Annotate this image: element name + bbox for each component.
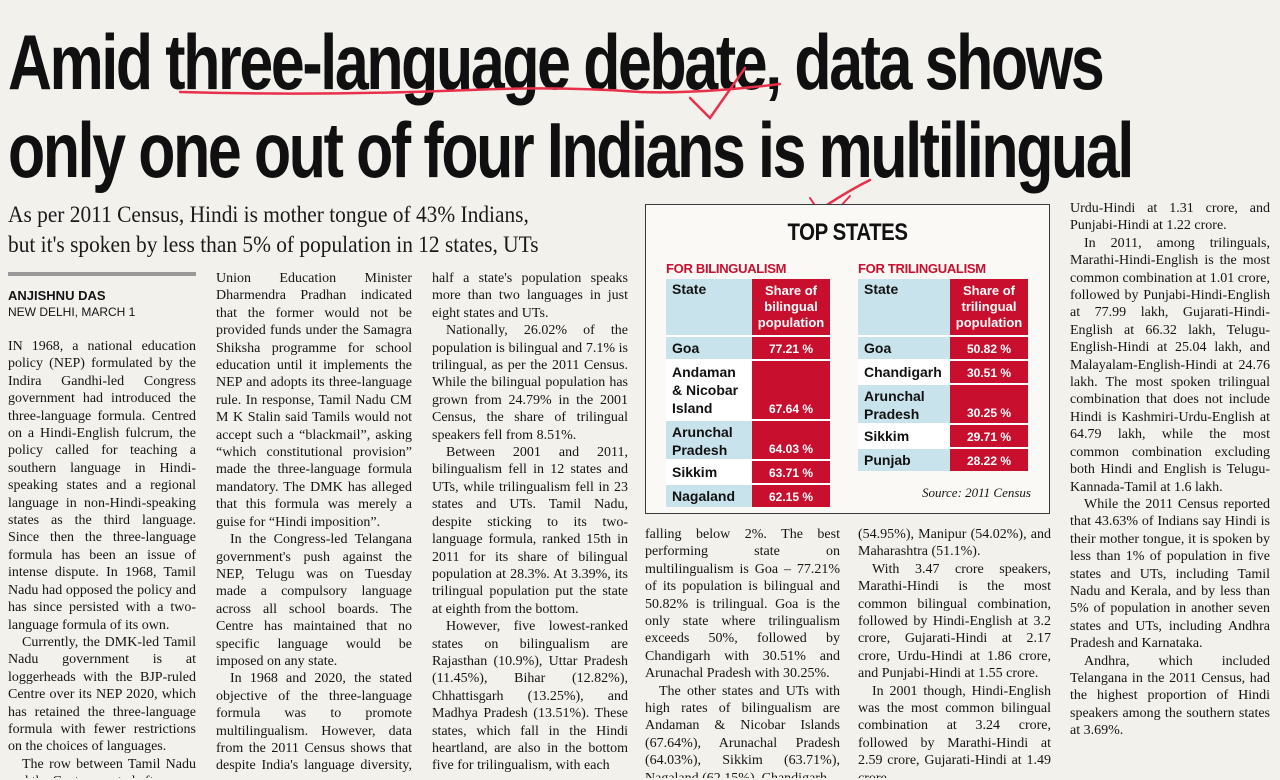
- top-states-infobox: TOP STATES FOR BILINGUALISM State Share …: [645, 204, 1050, 514]
- state-name: Sikkim: [858, 425, 950, 447]
- table-row: Punjab 28.22 %: [858, 447, 1028, 471]
- share-value: 64.03 %: [752, 421, 830, 459]
- paragraph: Union Education Minister Dharmendra Prad…: [216, 271, 412, 530]
- paragraph: Urdu-Hindi at 1.31 crore, and Punjabi-Hi…: [1070, 201, 1270, 234]
- byline: ANJISHNU DAS: [8, 288, 106, 303]
- trilingual-col-state: State: [858, 279, 950, 335]
- table-row: Chandigarh 30.51 %: [858, 359, 1028, 383]
- bilingual-col-state: State: [666, 279, 752, 335]
- share-value: 29.71 %: [950, 425, 1028, 447]
- paragraph: However, five lowest-ranked states on bi…: [432, 619, 628, 774]
- paragraph: Currently, the DMK-led Tamil Nadu govern…: [8, 634, 196, 755]
- trilingual-table: State Share of trilingual population Goa…: [858, 279, 1028, 471]
- paragraph: Andhra, which included Telangana in the …: [1070, 653, 1270, 739]
- paragraph: In 2001 though, Hindi-English was the mo…: [858, 683, 1051, 778]
- state-name: Arunchal Pradesh: [666, 421, 752, 459]
- paragraph: The other states and UTs with high rates…: [645, 683, 840, 778]
- table-row: Sikkim 63.71 %: [666, 459, 830, 483]
- paragraph: (54.95%), Manipur (54.02%), and Maharash…: [858, 527, 1051, 560]
- share-value: 67.64 %: [752, 361, 830, 419]
- article-column-6: Urdu-Hindi at 1.31 crore, and Punjabi-Hi…: [1070, 200, 1270, 778]
- infobox-title: TOP STATES: [787, 219, 908, 246]
- paragraph: In the Congress-led Telangana government…: [216, 532, 412, 669]
- state-name: Chandigarh: [858, 361, 950, 383]
- infobox-source: Source: 2011 Census: [921, 485, 1031, 500]
- state-name: Arunchal Pradesh: [858, 385, 950, 423]
- paragraph: Between 2001 and 2011, bilingualism fell…: [432, 445, 628, 617]
- article-column-5: (54.95%), Manipur (54.02%), and Maharash…: [858, 526, 1051, 778]
- state-name: Nagaland: [666, 485, 752, 507]
- article-column-3: half a state's population speaks more th…: [432, 270, 628, 778]
- state-name: Goa: [858, 337, 950, 359]
- paragraph: half a state's population speaks more th…: [432, 271, 628, 321]
- headline-line-1: Amid three-language debate, data shows: [8, 18, 1105, 106]
- share-value: 63.71 %: [752, 461, 830, 483]
- share-value: 28.22 %: [950, 449, 1028, 471]
- trilingual-col-share: Share of trilingual population: [950, 279, 1028, 335]
- state-name: Punjab: [858, 449, 950, 471]
- article-column-1: IN 1968, a national education policy (NE…: [8, 338, 196, 778]
- paragraph: While the 2011 Census reported that 43.6…: [1070, 496, 1270, 652]
- table-row: Arunchal Pradesh 64.03 %: [666, 419, 830, 459]
- table-row: Sikkim 29.71 %: [858, 423, 1028, 447]
- bilingual-heading: FOR BILINGUALISM: [666, 261, 787, 276]
- article-column-4: falling below 2%. The best performing st…: [645, 526, 840, 778]
- byline-rule: [8, 272, 196, 276]
- state-name: Goa: [666, 337, 752, 359]
- table-row: Andaman & Nicobar Island 67.64 %: [666, 359, 830, 419]
- paragraph: In 2011, among trilinguals, Marathi-Hind…: [1070, 235, 1270, 495]
- share-value: 30.25 %: [950, 385, 1028, 423]
- deck: As per 2011 Census, Hindi is mother tong…: [8, 200, 585, 260]
- state-name: Sikkim: [666, 461, 752, 483]
- table-row: Nagaland 62.15 %: [666, 483, 830, 507]
- article-column-2: Union Education Minister Dharmendra Prad…: [216, 270, 412, 778]
- deck-line-1: As per 2011 Census, Hindi is mother tong…: [8, 202, 529, 227]
- table-row: Goa 77.21 %: [666, 335, 830, 359]
- paragraph: Nationally, 26.02% of the population is …: [432, 323, 628, 443]
- paragraph: The row between Tamil Nadu and the Centr…: [8, 756, 196, 778]
- headline-line-2: only one out of four Indians is multilin…: [8, 106, 1134, 194]
- deck-line-2: but it's spoken by less than 5% of popul…: [8, 232, 539, 257]
- share-value: 30.51 %: [950, 361, 1028, 383]
- table-row: Goa 50.82 %: [858, 335, 1028, 359]
- bilingual-table: State Share of bilingual population Goa 7…: [666, 279, 830, 507]
- dateline: NEW DELHI, MARCH 1: [8, 305, 136, 319]
- paragraph: With 3.47 crore speakers, Marathi-Hindi …: [858, 561, 1051, 682]
- state-name: Andaman & Nicobar Island: [666, 361, 752, 419]
- share-value: 62.15 %: [752, 485, 830, 507]
- bilingual-col-share: Share of bilingual population: [752, 279, 830, 335]
- paragraph: IN 1968, a national education policy (NE…: [8, 339, 196, 633]
- share-value: 77.21 %: [752, 337, 830, 359]
- share-value: 50.82 %: [950, 337, 1028, 359]
- trilingual-heading: FOR TRILINGUALISM: [858, 261, 986, 276]
- table-row: Arunchal Pradesh 30.25 %: [858, 383, 1028, 423]
- paragraph: In 1968 and 2020, the stated objective o…: [216, 671, 412, 778]
- headline: Amid three-language debate, data shows o…: [8, 18, 1134, 194]
- paragraph: falling below 2%. The best performing st…: [645, 527, 840, 682]
